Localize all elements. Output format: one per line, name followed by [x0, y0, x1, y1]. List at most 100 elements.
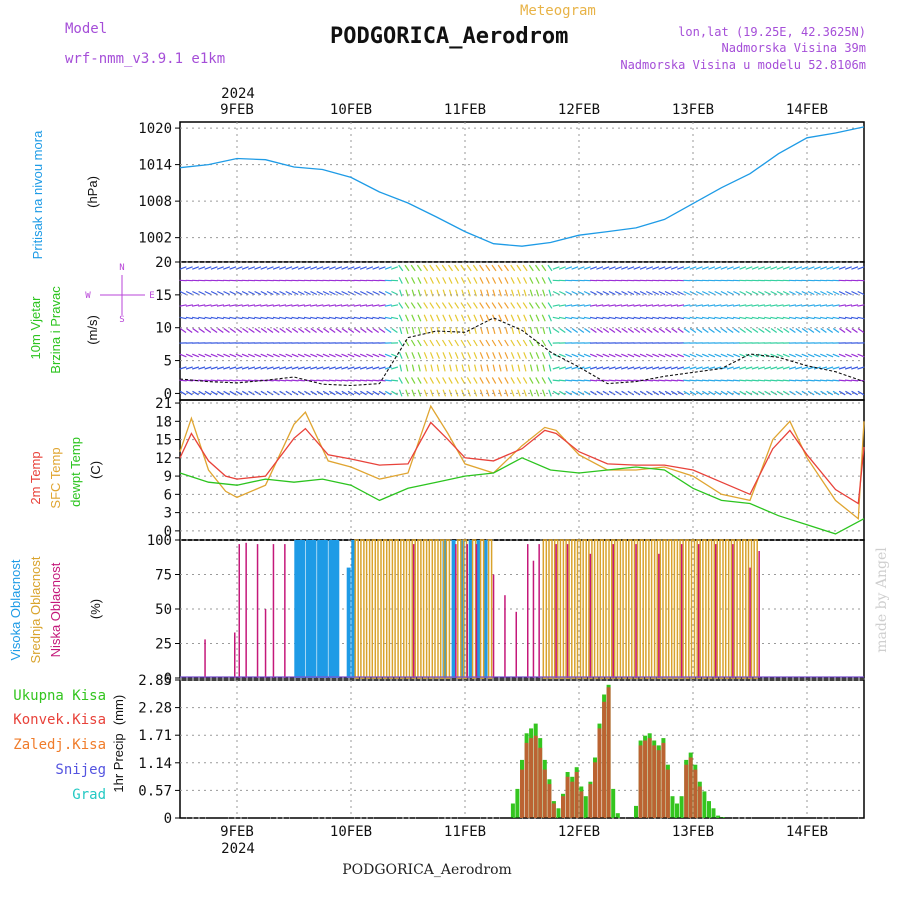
wind-arrow — [552, 266, 560, 270]
wind-arrow — [473, 339, 478, 347]
wind-arrow — [652, 304, 660, 307]
wind-arrow — [627, 304, 635, 307]
cloud-high-bar — [460, 540, 465, 678]
wind-arrow — [398, 264, 404, 272]
pressure-grid — [180, 122, 864, 262]
wind-arrow — [510, 302, 516, 309]
wind-arrow — [523, 352, 527, 359]
wind-arrow — [466, 264, 472, 272]
wind-arrow — [492, 326, 496, 335]
y-tick-label: 5 — [164, 354, 172, 370]
wind-arrow — [479, 264, 485, 272]
wind-arrow — [186, 328, 193, 333]
cloud-low-bar — [527, 544, 529, 678]
cloud-low-bar — [658, 553, 660, 678]
wind-arrow — [596, 266, 604, 270]
precip-conv-bar — [606, 687, 611, 818]
wind-arrow — [185, 353, 193, 358]
y-tick-label: 50 — [155, 602, 172, 618]
wind-arrow — [733, 290, 740, 296]
wind-arrow — [322, 290, 330, 296]
wind-arrow — [353, 353, 361, 358]
wind-arrow — [590, 290, 597, 296]
legend-snow: Snijeg — [55, 762, 106, 778]
wind-arrow — [372, 304, 380, 307]
wind-arrow — [701, 353, 709, 358]
wind-arrow — [645, 379, 653, 382]
wind-arrow — [589, 366, 598, 370]
wind-arrow — [310, 266, 318, 270]
wind-arrow — [417, 326, 421, 335]
wind-arrow — [552, 316, 560, 320]
wind-arrow — [671, 390, 678, 396]
wind-arrow — [241, 304, 249, 307]
wind-arrow — [316, 379, 324, 382]
wind-arrow — [633, 266, 641, 270]
wind-arrow — [739, 366, 747, 370]
wind-arrow — [204, 290, 212, 296]
wind-arrow — [217, 390, 224, 396]
wind-arrow — [652, 366, 660, 370]
wind-arrow — [498, 289, 502, 297]
y-tick-label: 3 — [164, 506, 172, 522]
wind-arrow — [602, 353, 610, 358]
dewpoint-line — [179, 457, 865, 535]
wind-arrow — [658, 353, 666, 358]
wind-arrow — [359, 316, 368, 320]
wind-arrow — [813, 316, 821, 320]
wind-arrow — [266, 266, 274, 270]
wind-arrow — [726, 290, 734, 296]
wind-arrow — [404, 277, 410, 284]
wind-arrow — [857, 328, 865, 333]
wind-arrow — [571, 390, 579, 396]
wind-arrow — [285, 290, 293, 296]
wind-arrow — [664, 390, 672, 396]
wind-arrow — [391, 353, 399, 358]
wind-arrow — [266, 353, 274, 358]
wind-arrow — [857, 266, 865, 270]
wind-arrow — [461, 364, 465, 372]
wind-arrow — [436, 326, 440, 335]
cloud-low-bar — [204, 639, 206, 678]
wind-arrow — [596, 328, 603, 333]
wind-arrow — [310, 366, 318, 370]
wind-arrow — [782, 379, 790, 382]
wind-arrow — [664, 266, 672, 270]
wind-arrow — [247, 304, 256, 307]
wind-arrow — [254, 366, 262, 370]
wind-arrow — [795, 304, 803, 307]
wind-arrow — [739, 390, 747, 396]
wind-arrow — [272, 353, 280, 358]
wind-arrow — [536, 326, 540, 335]
wind-arrow — [751, 304, 759, 307]
wind-arrow — [844, 304, 853, 307]
wind-arrow — [467, 352, 472, 359]
wind-arrow — [185, 290, 193, 296]
wind-arrow — [739, 379, 747, 382]
wind-arrow — [645, 316, 654, 320]
wind-arrow — [714, 304, 722, 307]
wind-arrow — [179, 328, 187, 333]
temperature-ticks: 0 3 6 9 12 15 18 21 — [155, 396, 180, 540]
wind-arrow — [229, 353, 237, 358]
wind-arrow — [652, 316, 660, 320]
wind-arrow — [378, 379, 386, 382]
wind-arrow — [517, 352, 521, 359]
wind-arrow — [241, 316, 249, 320]
wind-arrow — [664, 304, 672, 307]
wind-ylabel-2: Brzina i Pravac — [48, 286, 63, 374]
cloud-low-bar — [284, 544, 286, 678]
wind-arrow — [542, 289, 546, 297]
product-title: Meteogram — [520, 3, 596, 19]
wind-arrow — [664, 379, 672, 382]
precip-conv-bar — [652, 745, 657, 818]
wind-arrow — [498, 352, 503, 359]
wind-arrow — [247, 266, 256, 270]
wind-arrow — [254, 290, 262, 296]
wind-arrow — [491, 339, 497, 347]
wind-arrow — [529, 326, 533, 335]
wind-arrow — [423, 314, 428, 322]
wind-arrow — [472, 302, 478, 309]
wind-arrow — [832, 379, 840, 382]
cloud-low-bar — [256, 544, 259, 678]
